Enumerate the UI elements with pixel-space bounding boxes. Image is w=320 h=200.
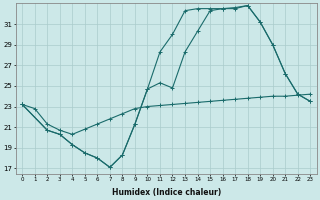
- X-axis label: Humidex (Indice chaleur): Humidex (Indice chaleur): [112, 188, 221, 197]
